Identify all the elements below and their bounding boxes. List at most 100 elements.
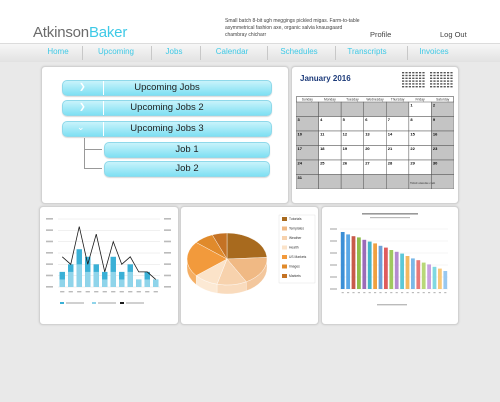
y-tick-label	[164, 218, 171, 220]
y-tick-label	[330, 228, 337, 230]
mini-calendar-day	[415, 80, 418, 82]
mini-calendar-day	[402, 80, 405, 82]
mini-calendar-day	[443, 77, 446, 79]
bar	[351, 236, 356, 289]
nav-divider	[335, 46, 336, 60]
calendar-month-title: January 2016	[300, 74, 351, 83]
x-tick-label	[77, 291, 82, 293]
mini-calendar-day	[412, 77, 415, 79]
x-tick-label	[357, 292, 360, 294]
mini-calendar-day	[436, 86, 439, 88]
nav-calendar[interactable]: Calendar	[215, 47, 249, 56]
legend-swatch	[282, 226, 287, 231]
calendar-day-number: 21	[388, 146, 393, 151]
brand-logo[interactable]: AtkinsonBaker	[33, 24, 127, 41]
calendar-day-number: 1	[410, 103, 413, 108]
calendar-footer: WinCalendar.com	[410, 181, 436, 185]
job-group-label: Upcoming Jobs 2	[130, 102, 204, 113]
expand-arrow-icon[interactable]: ❯	[63, 101, 104, 115]
legend-entry: Templates	[289, 227, 304, 231]
mini-calendar-day	[419, 74, 422, 77]
nav-divider	[267, 46, 268, 60]
brand-part1: Atkinson	[33, 24, 89, 41]
bar	[400, 253, 404, 289]
y-tick-label	[330, 276, 337, 278]
legend-entry: Images	[289, 265, 300, 269]
bar	[68, 271, 74, 287]
mini-calendar-day	[408, 74, 411, 77]
mini-calendar-day	[433, 74, 436, 77]
mini-calendar-day	[419, 86, 422, 88]
jobs-panel: ❯ Upcoming Jobs ❯ Upcoming Jobs 2 ⌄ Upco…	[41, 66, 289, 204]
calendar-day-number: 24	[298, 161, 303, 166]
mini-calendar-day	[422, 86, 425, 88]
nav-jobs[interactable]: Jobs	[165, 47, 183, 56]
x-tick-label	[438, 292, 441, 294]
calendar-day-cell	[318, 101, 342, 117]
job-group-item[interactable]: ❯ Upcoming Jobs 2	[62, 100, 272, 116]
bar	[119, 279, 125, 287]
x-tick-label	[119, 291, 124, 293]
x-tick-label	[153, 291, 158, 293]
mini-calendar-day	[415, 74, 418, 77]
nav-invoices[interactable]: Invoices	[419, 47, 449, 56]
mini-calendar-day	[433, 83, 436, 85]
bar	[411, 258, 415, 289]
calendar-day-header: Tuesday	[346, 98, 359, 102]
bar	[416, 260, 421, 289]
bar	[421, 262, 426, 289]
y-tick-label	[46, 263, 53, 265]
column-chart	[330, 213, 448, 306]
mini-calendar-day	[450, 86, 453, 88]
mini-calendar-day	[447, 83, 450, 85]
job-group-item[interactable]: ❯ Upcoming Jobs	[62, 80, 272, 96]
legend-swatch	[60, 302, 64, 304]
calendar-day-number: 13	[365, 132, 370, 137]
logout-link[interactable]: Log Out	[440, 30, 467, 39]
bar	[85, 271, 91, 287]
bar	[110, 271, 116, 287]
chart-subtitle	[370, 217, 410, 219]
nav-transcripts[interactable]: Transcripts	[347, 47, 387, 56]
job-group-item[interactable]: ⌄ Upcoming Jobs 3	[62, 121, 272, 137]
nav-schedules[interactable]: Schedules	[280, 47, 318, 56]
bar	[93, 271, 99, 287]
collapse-arrow-icon[interactable]: ⌄	[63, 122, 104, 136]
legend-entry: US Markets	[289, 255, 307, 259]
job-item[interactable]: Job 2	[104, 161, 270, 177]
legend-swatch	[92, 302, 96, 304]
mini-calendar-day	[447, 80, 450, 82]
legend-swatch	[282, 236, 287, 240]
profile-link[interactable]: Profile	[370, 30, 392, 39]
mini-calendar-day	[447, 77, 450, 79]
x-tick-label	[68, 291, 73, 293]
bar	[405, 256, 410, 289]
bar	[432, 266, 437, 289]
legend-swatch	[282, 274, 287, 278]
mini-calendar-day	[412, 83, 415, 85]
mini-calendar-day	[422, 83, 425, 85]
calendar-day-cell	[431, 174, 454, 189]
calendar-day-cell	[363, 101, 387, 117]
calendar-day-number: 19	[343, 146, 348, 151]
calendar-day-number: 5	[343, 117, 346, 122]
job-item[interactable]: Job 1	[104, 142, 270, 158]
bar-line-chart	[46, 218, 171, 304]
calendar-day-number: 18	[320, 146, 325, 151]
expand-arrow-icon[interactable]: ❯	[63, 81, 104, 95]
nav-home[interactable]: Home	[47, 47, 69, 56]
mini-calendar-day	[450, 83, 453, 85]
mini-calendar-day	[440, 77, 443, 79]
x-tick-label	[145, 291, 150, 293]
x-tick-label	[374, 292, 377, 294]
calendar-day-number: 8	[410, 117, 413, 122]
mini-calendar-day	[408, 83, 411, 85]
mini-calendar-day	[405, 86, 408, 88]
nav-upcoming[interactable]: Upcoming	[97, 47, 134, 56]
mini-calendar-day	[436, 83, 439, 85]
column-chart-panel	[321, 206, 459, 325]
mini-calendar-day	[405, 83, 408, 85]
legend-entry	[126, 302, 144, 304]
calendar-day-header: Friday	[416, 98, 426, 102]
legend-entry: Weather	[289, 236, 302, 240]
